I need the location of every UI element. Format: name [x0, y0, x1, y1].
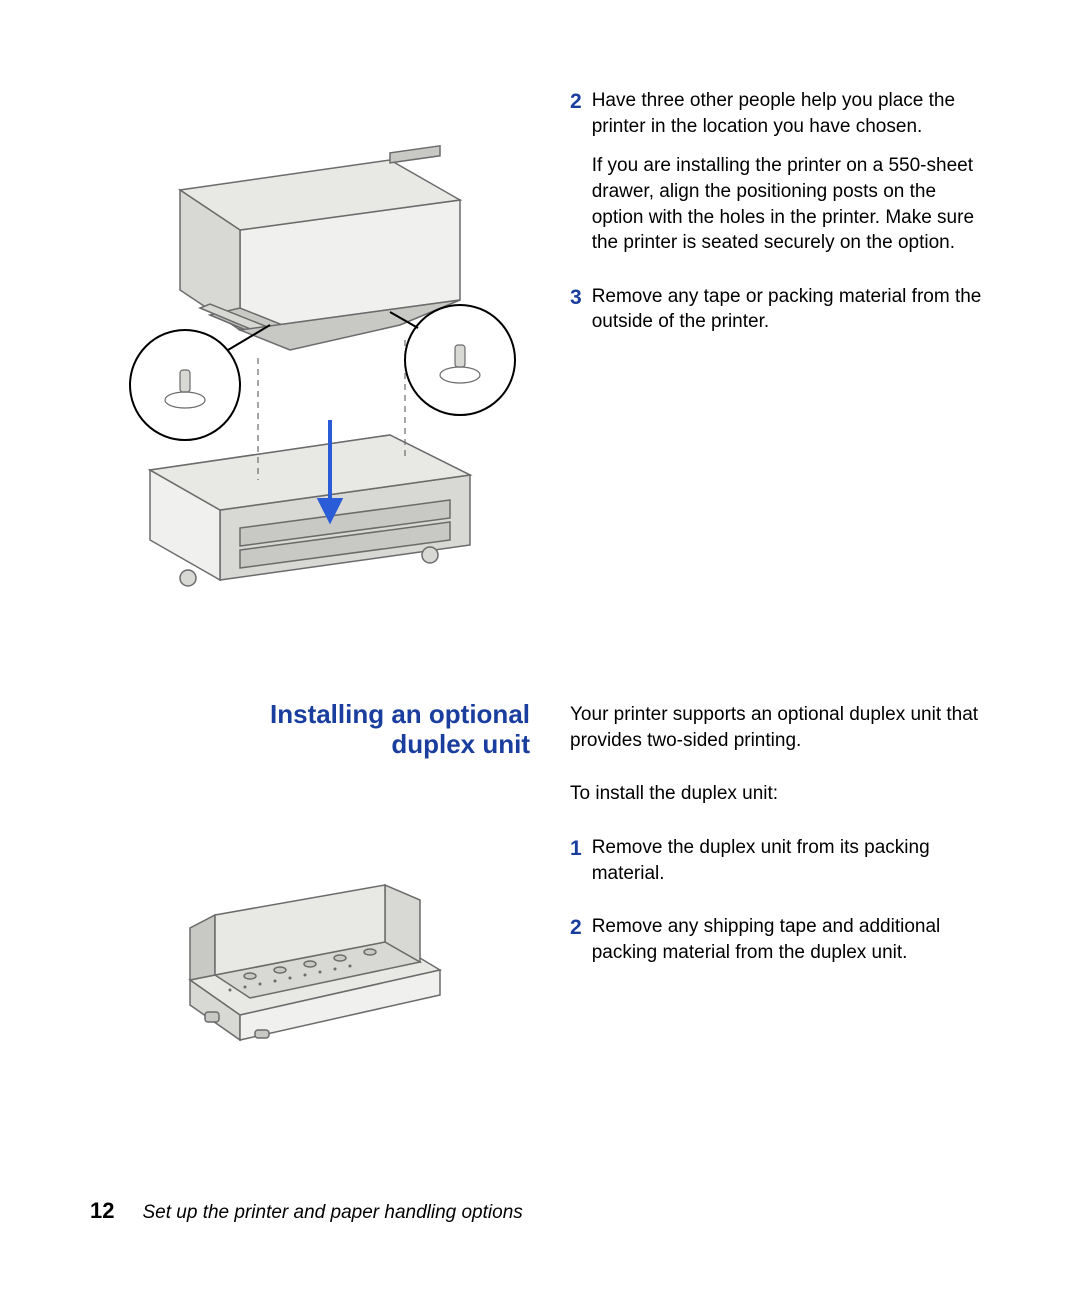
step-text: Remove any shipping tape and additional …: [592, 914, 990, 965]
install-step-1: 1 Remove the duplex unit from its packin…: [570, 835, 990, 900]
step-number: 3: [570, 284, 582, 349]
intro-paragraph: Your printer supports an optional duplex…: [570, 702, 990, 753]
duplex-unit-illustration: [160, 800, 460, 1060]
step-text: Remove any tape or packing material from…: [592, 284, 990, 335]
install-step-2: 2 Remove any shipping tape and additiona…: [570, 914, 990, 979]
heading-line: duplex unit: [391, 729, 530, 759]
section-heading: Installing an optional duplex unit: [90, 700, 530, 760]
printer-alignment-illustration: [90, 80, 530, 600]
step-3: 3 Remove any tape or packing material fr…: [570, 284, 990, 349]
duplex-instructions: Your printer supports an optional duplex…: [570, 700, 990, 993]
step-text: Have three other people help you place t…: [592, 88, 990, 139]
top-instructions: 2 Have three other people help you place…: [570, 80, 990, 600]
footer-chapter-title: Set up the printer and paper handling op…: [142, 1202, 522, 1224]
step-2: 2 Have three other people help you place…: [570, 88, 990, 270]
step-number: 1: [570, 835, 582, 900]
heading-line: Installing an optional: [270, 699, 530, 729]
step-number: 2: [570, 88, 582, 270]
to-install-label: To install the duplex unit:: [570, 781, 990, 807]
page-footer: 12 Set up the printer and paper handling…: [90, 1198, 523, 1224]
page-number: 12: [90, 1198, 114, 1224]
step-number: 2: [570, 914, 582, 979]
step-text: Remove the duplex unit from its packing …: [592, 835, 990, 886]
step-text: If you are installing the printer on a 5…: [592, 153, 990, 256]
